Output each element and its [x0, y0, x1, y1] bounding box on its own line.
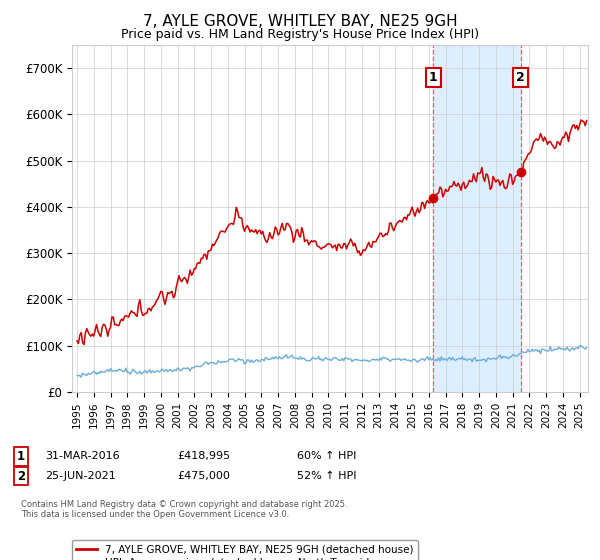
Text: £475,000: £475,000: [177, 471, 230, 481]
Text: 2: 2: [516, 71, 525, 83]
Bar: [433, 45, 521, 392]
Text: 31-MAR-2016: 31-MAR-2016: [45, 451, 119, 461]
Text: 1: 1: [17, 450, 25, 463]
Text: 2: 2: [17, 469, 25, 483]
Text: Contains HM Land Registry data © Crown copyright and database right 2025.
This d: Contains HM Land Registry data © Crown c…: [21, 500, 347, 519]
Text: £418,995: £418,995: [177, 451, 230, 461]
Text: 7, AYLE GROVE, WHITLEY BAY, NE25 9GH: 7, AYLE GROVE, WHITLEY BAY, NE25 9GH: [143, 14, 457, 29]
Text: 25-JUN-2021: 25-JUN-2021: [45, 471, 116, 481]
Legend: 7, AYLE GROVE, WHITLEY BAY, NE25 9GH (detached house), HPI: Average price, detac: 7, AYLE GROVE, WHITLEY BAY, NE25 9GH (de…: [72, 540, 418, 560]
Text: 1: 1: [428, 71, 437, 83]
Text: Price paid vs. HM Land Registry's House Price Index (HPI): Price paid vs. HM Land Registry's House …: [121, 28, 479, 41]
Text: 60% ↑ HPI: 60% ↑ HPI: [297, 451, 356, 461]
Text: 52% ↑ HPI: 52% ↑ HPI: [297, 471, 356, 481]
